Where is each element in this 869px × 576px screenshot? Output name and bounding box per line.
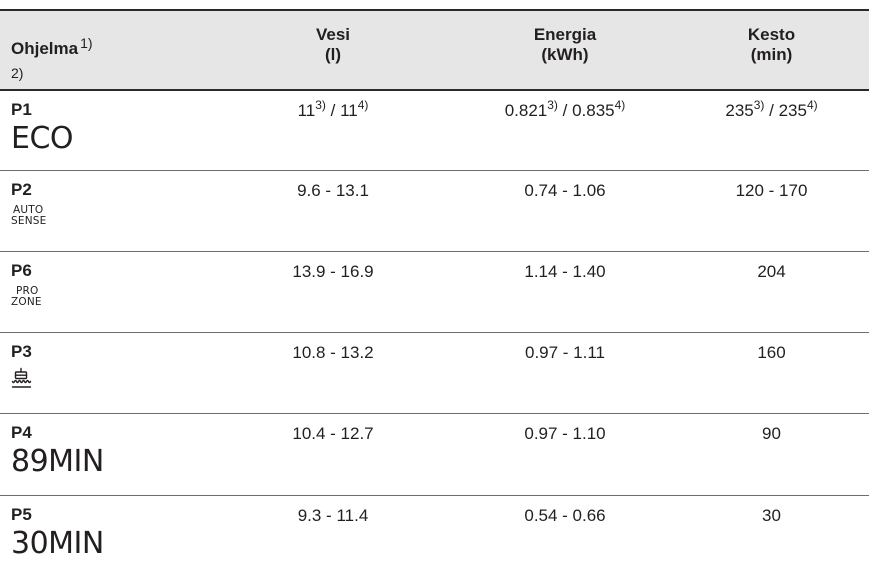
program-id: P3 <box>11 342 32 361</box>
table-row: P5 30MIN 9.3 - 11.4 0.54 - 0.66 30 <box>0 496 869 574</box>
program-symbol-89min: 89MIN <box>11 444 104 479</box>
header-energy: Energia (kWh) <box>456 11 674 89</box>
header-program-label: Ohjelma <box>11 39 79 58</box>
header-water: Vesi (l) <box>210 11 456 89</box>
energy-cell: 1.14 - 1.40 <box>524 262 606 281</box>
water-cell: 13.9 - 16.9 <box>292 262 374 281</box>
table-row: P2 AUTO SENSE 9.6 - 13.1 0.74 - 1.06 120… <box>0 171 869 252</box>
program-id: P4 <box>11 423 32 442</box>
table-row: P4 89MIN 10.4 - 12.7 0.97 - 1.10 90 <box>0 414 869 496</box>
header-water-label: Vesi <box>315 25 351 44</box>
duration-cell: 160 <box>757 343 786 362</box>
program-symbol-eco: ECO <box>11 121 74 156</box>
table-header-row: Ohjelma 1) 2) Vesi (l) Energia (kWh) Kest… <box>0 11 869 91</box>
header-energy-label: Energia <box>533 25 597 44</box>
water-cell: 113) / 114) <box>297 98 369 120</box>
energy-cell: 0.54 - 0.66 <box>524 506 606 525</box>
program-symbol-auto-sense: AUTO SENSE <box>11 204 47 227</box>
glass-program-icon <box>11 367 210 391</box>
table-row: P3 10.8 - 13.2 0.97 - 1.11 160 <box>0 333 869 414</box>
header-duration: Kesto (min) <box>674 11 869 89</box>
header-program: Ohjelma 1) 2) <box>0 11 210 89</box>
water-cell: 9.6 - 13.1 <box>297 181 369 200</box>
header-energy-unit: (kWh) <box>541 45 589 64</box>
table-row: P1 ECO 113) / 114) 0.8213) / 0.8354) 235… <box>0 91 869 171</box>
program-symbol-30min: 30MIN <box>11 526 104 561</box>
duration-cell: 120 - 170 <box>735 181 808 200</box>
program-symbol-pro-zone: PRO ZONE <box>11 285 42 308</box>
header-duration-unit: (min) <box>750 45 793 64</box>
header-duration-label: Kesto <box>747 25 796 44</box>
footnote-ref: 2) <box>11 65 24 81</box>
energy-cell: 0.97 - 1.10 <box>524 424 606 443</box>
program-id: P1 <box>11 100 32 119</box>
footnote-ref: 1) <box>80 35 93 51</box>
water-cell: 9.3 - 11.4 <box>297 506 369 525</box>
table-row: P6 PRO ZONE 13.9 - 16.9 1.14 - 1.40 204 <box>0 252 869 333</box>
program-cell: P5 30MIN <box>0 496 210 574</box>
energy-cell: 0.8213) / 0.8354) <box>504 98 626 120</box>
program-cell: P6 PRO ZONE <box>0 252 210 332</box>
program-cell: P3 <box>0 333 210 413</box>
program-cell: P1 ECO <box>0 91 210 170</box>
duration-cell: 2353) / 2354) <box>725 98 818 120</box>
program-cell: P4 89MIN <box>0 414 210 495</box>
water-cell: 10.4 - 12.7 <box>292 424 374 443</box>
duration-cell: 30 <box>762 506 781 525</box>
program-id: P2 <box>11 180 32 199</box>
energy-cell: 0.97 - 1.11 <box>524 343 606 362</box>
duration-cell: 90 <box>762 424 781 443</box>
program-consumption-table: Ohjelma 1) 2) Vesi (l) Energia (kWh) Kest… <box>0 9 869 574</box>
program-id: P6 <box>11 261 32 280</box>
header-water-unit: (l) <box>324 45 342 64</box>
water-cell: 10.8 - 13.2 <box>292 343 374 362</box>
duration-cell: 204 <box>757 262 786 281</box>
program-id: P5 <box>11 505 32 524</box>
program-cell: P2 AUTO SENSE <box>0 171 210 251</box>
energy-cell: 0.74 - 1.06 <box>524 181 606 200</box>
